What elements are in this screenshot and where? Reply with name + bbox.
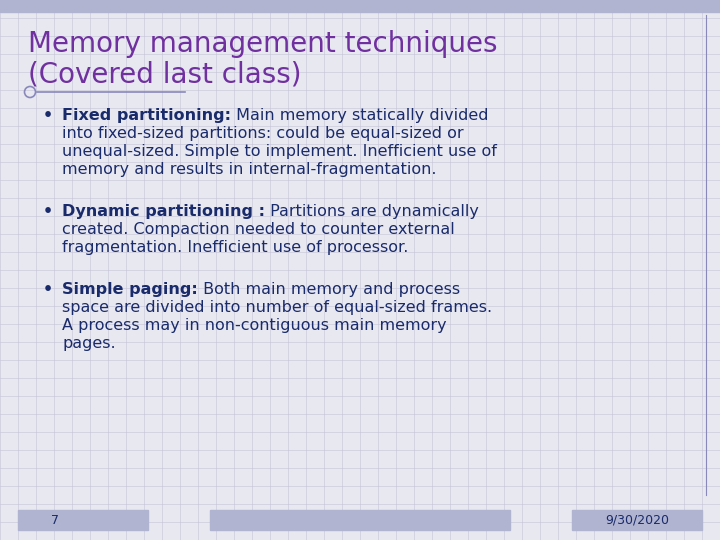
Text: (Covered last class): (Covered last class) (28, 60, 302, 88)
Text: 9/30/2020: 9/30/2020 (605, 514, 669, 526)
Bar (18, 510, 148, 530)
Bar (0, 0, 720, 12)
Bar (572, 510, 702, 530)
Text: Simple paging:: Simple paging: (62, 282, 198, 297)
Text: pages.: pages. (62, 336, 116, 351)
Text: into fixed-sized partitions: could be equal-sized or: into fixed-sized partitions: could be eq… (62, 126, 464, 141)
Text: A process may in non-contiguous main memory: A process may in non-contiguous main mem… (62, 318, 446, 333)
Text: Both main memory and process: Both main memory and process (198, 282, 460, 297)
Text: Memory management techniques: Memory management techniques (28, 30, 498, 58)
Text: fragmentation. Inefficient use of processor.: fragmentation. Inefficient use of proces… (62, 240, 408, 255)
Text: •: • (43, 204, 53, 219)
Text: Fixed partitioning:: Fixed partitioning: (62, 108, 231, 123)
Text: Partitions are dynamically: Partitions are dynamically (265, 204, 479, 219)
Text: •: • (43, 282, 53, 297)
Text: created. Compaction needed to counter external: created. Compaction needed to counter ex… (62, 222, 455, 237)
Text: memory and results in internal-fragmentation.: memory and results in internal-fragmenta… (62, 162, 436, 177)
Text: space are divided into number of equal-sized frames.: space are divided into number of equal-s… (62, 300, 492, 315)
Text: 7: 7 (51, 514, 59, 526)
Text: Dynamic partitioning :: Dynamic partitioning : (62, 204, 265, 219)
Text: unequal-sized. Simple to implement. Inefficient use of: unequal-sized. Simple to implement. Inef… (62, 144, 497, 159)
Text: Main memory statically divided: Main memory statically divided (231, 108, 488, 123)
Bar (210, 510, 510, 530)
Text: •: • (43, 108, 53, 123)
